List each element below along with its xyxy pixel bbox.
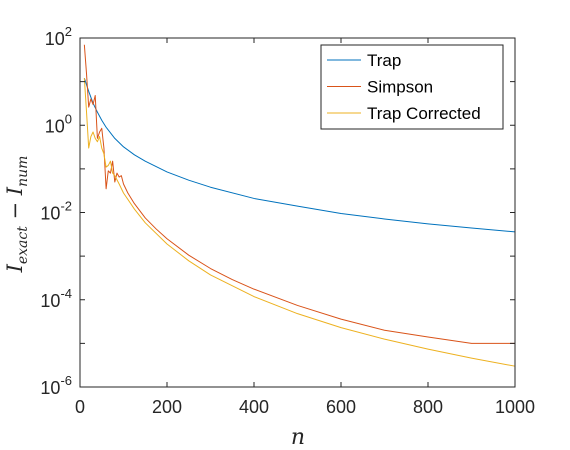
x-tick-label: 200 (152, 397, 182, 417)
y-tick-base: 10 (40, 378, 60, 398)
y-tick-label: 10-2 (40, 199, 72, 224)
legend-label-trap-corrected: Trap Corrected (367, 104, 481, 123)
x-tick-label: 0 (75, 397, 85, 417)
y-tick-exponent: -2 (60, 199, 72, 214)
y-tick-base: 10 (45, 116, 65, 136)
legend: Trap Simpson Trap Corrected (320, 44, 504, 130)
y-tick-base: 10 (45, 29, 65, 49)
y-tick-exponent: -6 (60, 373, 72, 388)
x-tick-label: 400 (239, 397, 269, 417)
y-tick-exponent: 0 (65, 111, 72, 126)
series-line-trap-corrected (83, 78, 516, 367)
y-tick-label: 10-4 (40, 286, 72, 311)
y-axis-label-minus: − (3, 195, 27, 226)
x-tick-label: 800 (413, 397, 443, 417)
axes-frame (79, 37, 516, 388)
series-line-simpson (83, 44, 515, 344)
y-tick-exponent: -4 (60, 286, 72, 301)
legend-label-trap: Trap (367, 51, 401, 70)
x-tick-label: 1000 (495, 397, 535, 417)
y-tick-label: 10-6 (40, 373, 72, 398)
x-axis-label: n (291, 425, 305, 450)
y-tick-base: 10 (40, 204, 60, 224)
y-axis-label-base-1: I (3, 263, 27, 273)
y-tick-base: 10 (40, 291, 60, 311)
y-axis-label-sub-2: num (15, 156, 31, 187)
y-tick-exponent: 2 (65, 24, 72, 39)
legend-label-simpson: Simpson (367, 78, 433, 97)
y-axis-label-sub-1: exact (15, 226, 31, 264)
y-axis-label-base-2: I (3, 186, 27, 196)
y-tick-label: 102 (45, 24, 72, 49)
y-axis-label: Iexact − Inum (3, 156, 31, 274)
series-line-trap (83, 78, 516, 233)
y-tick-label: 100 (45, 111, 72, 136)
series-layer (83, 44, 516, 367)
x-tick-label: 600 (326, 397, 356, 417)
